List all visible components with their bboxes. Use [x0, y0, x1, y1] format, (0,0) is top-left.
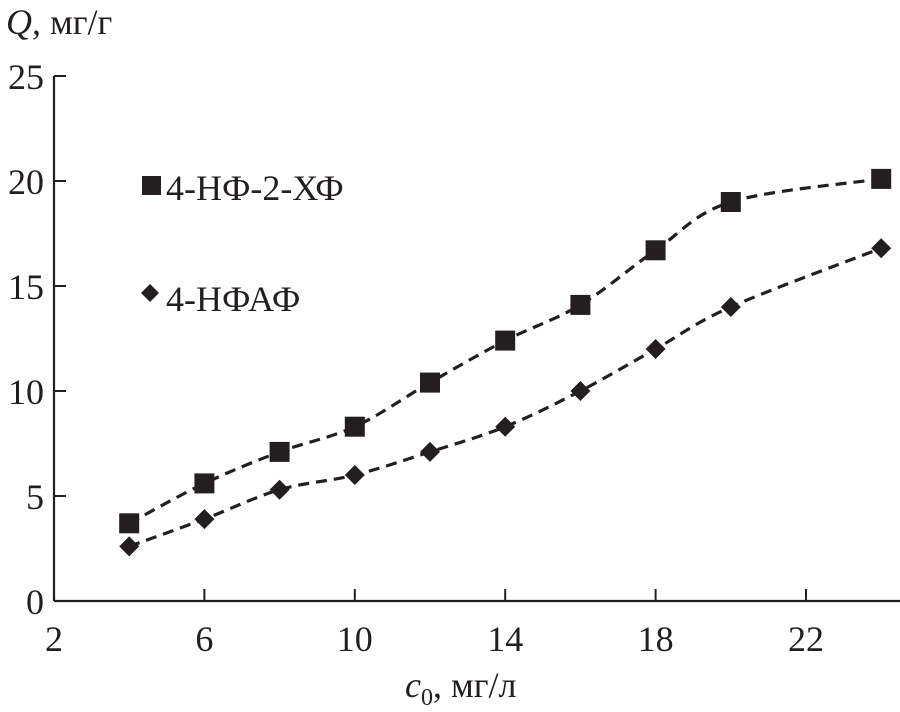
- x-axis-label: c0, мг/л: [405, 665, 517, 711]
- data-point-diamond: [720, 297, 741, 317]
- data-point-square: [871, 168, 892, 189]
- legend-marker-diamond: [141, 284, 159, 302]
- x-tick-label: 18: [638, 619, 674, 659]
- y-axis-label: Q, мг/г: [6, 2, 112, 42]
- data-point-square: [269, 441, 290, 462]
- data-points: [119, 168, 892, 557]
- data-point-square: [645, 240, 666, 261]
- data-point-diamond: [420, 441, 440, 462]
- y-tick-label: 5: [26, 477, 44, 517]
- x-tick-label: 10: [337, 619, 373, 659]
- data-point-diamond: [645, 339, 666, 359]
- axes: 0 5 10 15 20 25 2 6 10 14 18 22: [8, 57, 900, 659]
- legend-label-series-1: 4-НФ-2-ХФ: [166, 168, 344, 208]
- x-tick-label: 14: [487, 619, 523, 659]
- x-tick-label: 6: [195, 619, 213, 659]
- data-point-diamond: [119, 536, 140, 557]
- y-tick-label: 0: [26, 582, 44, 622]
- data-point-square: [344, 416, 365, 437]
- data-point-square: [720, 192, 741, 212]
- data-point-diamond: [495, 416, 516, 437]
- data-point-diamond: [344, 465, 365, 485]
- y-tick-label: 25: [8, 57, 44, 97]
- x-tick-label: 22: [788, 619, 824, 659]
- data-point-diamond: [194, 509, 215, 530]
- fit-curve-series-1: [128, 177, 882, 525]
- data-point-square: [119, 513, 140, 534]
- legend: 4-НФ-2-ХФ 4-НФАФ: [141, 168, 344, 319]
- data-point-square: [420, 372, 440, 393]
- legend-label-series-2: 4-НФАФ: [166, 279, 300, 319]
- y-tick-label: 15: [8, 267, 44, 307]
- data-point-diamond: [269, 479, 290, 500]
- y-tick-label: 10: [8, 372, 44, 412]
- legend-marker-square: [142, 176, 161, 195]
- data-point-square: [495, 330, 516, 351]
- x-tick-label: 2: [45, 619, 63, 659]
- fit-curve-series-2: [128, 246, 882, 548]
- y-tick-label: 20: [8, 162, 44, 202]
- data-point-diamond: [871, 238, 892, 259]
- data-point-square: [194, 473, 215, 494]
- data-point-diamond: [570, 381, 591, 401]
- fit-curves: [128, 177, 882, 548]
- data-point-square: [570, 294, 591, 315]
